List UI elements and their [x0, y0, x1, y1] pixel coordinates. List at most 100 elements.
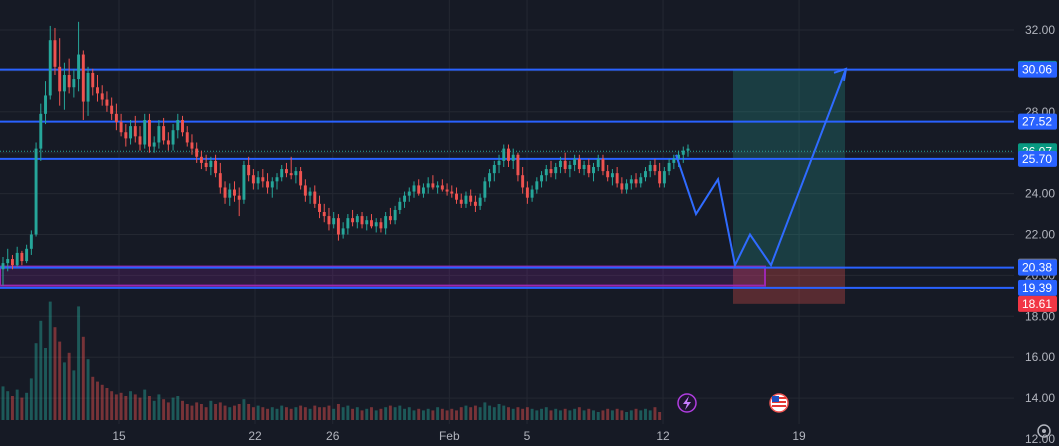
candle	[105, 91, 109, 112]
volume-bar	[34, 343, 38, 420]
candle	[620, 177, 624, 194]
time-tick-label: Feb	[439, 429, 460, 443]
volume-bar	[44, 348, 47, 420]
volume-bar	[629, 410, 633, 420]
price-badge-label: 30.06	[1022, 63, 1052, 77]
candle	[455, 187, 458, 204]
price-badge[interactable]: 20.38	[1018, 259, 1057, 276]
candle	[53, 27, 57, 75]
volume-bar	[204, 407, 208, 420]
candle	[129, 119, 133, 145]
volume-bar	[596, 412, 600, 420]
us-flag-icon[interactable]	[769, 393, 789, 413]
candle	[318, 195, 321, 219]
candle	[62, 62, 66, 110]
candle	[39, 103, 43, 161]
candle	[72, 68, 76, 98]
volume-bar	[521, 408, 525, 420]
price-axis[interactable]: 12.0014.0016.0018.0020.0022.0024.0026.00…	[1014, 0, 1059, 446]
volume-bar	[25, 392, 29, 420]
volume-bar	[459, 407, 463, 420]
volume-bar	[388, 405, 392, 420]
volume-bar	[327, 405, 331, 420]
price-badge[interactable]: 25.70	[1018, 150, 1057, 167]
candle	[181, 115, 184, 137]
candle	[228, 183, 232, 206]
candle	[299, 167, 303, 190]
volume-bar	[313, 405, 317, 420]
volume-bar	[450, 408, 454, 420]
candle	[44, 81, 47, 125]
candle	[648, 160, 652, 178]
volume-bar	[554, 408, 558, 420]
candle	[303, 179, 307, 202]
volume-bar	[606, 408, 610, 420]
demand-zone[interactable]	[0, 265, 766, 287]
price-badge-label: 20.38	[1022, 261, 1052, 275]
price-badge[interactable]: 27.52	[1018, 113, 1057, 130]
candle	[34, 142, 38, 237]
target-zone[interactable]	[733, 68, 845, 267]
volume-bar	[176, 396, 180, 420]
volume-bar	[181, 400, 184, 420]
candle	[15, 246, 19, 268]
time-axis[interactable]: 15 22 26 Feb 5 12 19	[0, 424, 1014, 446]
price-badge[interactable]: 19.39	[1018, 279, 1057, 296]
candle	[426, 177, 430, 194]
volume-bar	[625, 412, 629, 420]
candle	[412, 181, 416, 198]
volume-bar	[10, 396, 14, 420]
volume-bar	[218, 402, 222, 420]
volume-bar	[67, 352, 71, 420]
candle	[681, 146, 685, 163]
candle	[199, 150, 203, 170]
volume-bar	[516, 407, 520, 420]
price-badge[interactable]: 18.61	[1018, 295, 1057, 312]
price-badge-label: 18.61	[1022, 297, 1052, 311]
volume-bar	[133, 394, 137, 420]
candle	[644, 167, 647, 182]
candle	[535, 177, 539, 194]
horizontal-levels[interactable]	[0, 68, 1014, 289]
volume-bar	[573, 408, 577, 420]
lightning-icon[interactable]	[677, 393, 697, 413]
volume-bar	[558, 410, 562, 420]
volume-bar	[247, 404, 251, 420]
candle	[237, 187, 241, 217]
volume-bar	[261, 407, 265, 420]
volume-bar	[511, 408, 515, 420]
volume-bar	[105, 388, 109, 420]
candle	[384, 212, 388, 235]
candle	[67, 58, 71, 94]
event-icons[interactable]	[677, 393, 789, 413]
candle	[483, 177, 487, 202]
candle	[530, 185, 534, 202]
candle	[185, 126, 189, 147]
candle	[341, 222, 345, 239]
settings-gear-icon[interactable]	[1037, 424, 1051, 438]
volume-bar	[1, 386, 5, 420]
candle	[450, 185, 454, 198]
candle	[606, 164, 610, 182]
time-tick-label: 22	[248, 429, 262, 443]
volume-bar	[256, 405, 260, 420]
volume-bar	[96, 381, 99, 420]
candle	[171, 124, 175, 151]
volume-bar	[568, 410, 572, 420]
candle	[639, 173, 643, 188]
volume-bar	[374, 410, 378, 420]
candle	[143, 113, 147, 149]
candle	[554, 162, 558, 180]
candle	[6, 248, 10, 272]
volume-bar	[77, 306, 81, 420]
volume-bar	[436, 407, 440, 420]
candle	[393, 205, 397, 225]
volume-bar	[502, 405, 506, 420]
price-badge[interactable]: 30.06	[1018, 61, 1057, 78]
projection-line[interactable]	[675, 68, 847, 269]
projection-path[interactable]	[675, 67, 848, 269]
volume-bar	[525, 407, 529, 420]
volume-bar	[251, 407, 255, 420]
